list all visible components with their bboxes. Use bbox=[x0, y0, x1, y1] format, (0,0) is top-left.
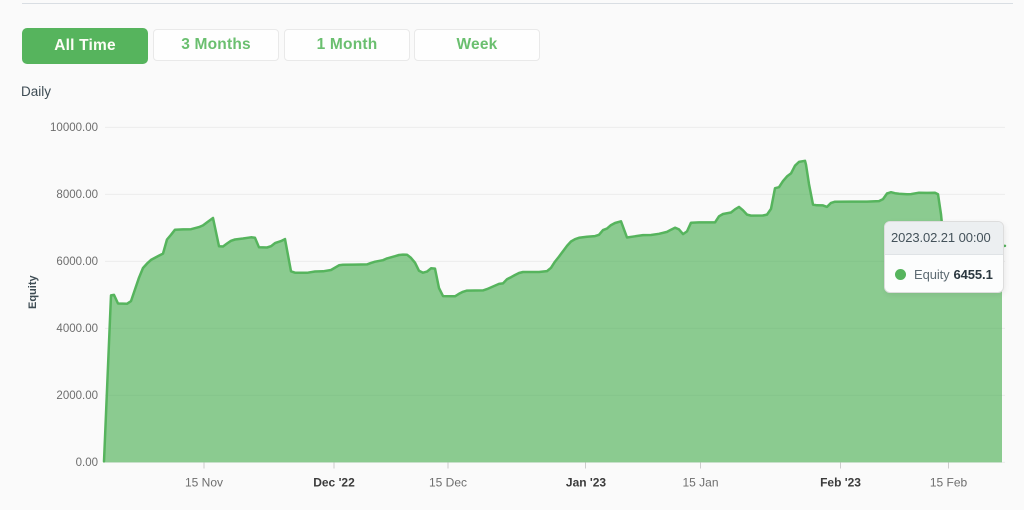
svg-text:15 Dec: 15 Dec bbox=[429, 476, 467, 490]
svg-text:15 Feb: 15 Feb bbox=[930, 476, 968, 490]
svg-text:15 Jan: 15 Jan bbox=[682, 476, 718, 490]
svg-text:Jan '23: Jan '23 bbox=[566, 476, 607, 490]
svg-text:4000.00: 4000.00 bbox=[56, 323, 98, 335]
svg-text:Feb '23: Feb '23 bbox=[820, 476, 861, 490]
svg-text:8000.00: 8000.00 bbox=[56, 189, 98, 201]
svg-text:15 Nov: 15 Nov bbox=[185, 476, 223, 490]
svg-text:Dec '22: Dec '22 bbox=[313, 476, 355, 490]
svg-text:10000.00: 10000.00 bbox=[50, 122, 98, 134]
svg-text:2000.00: 2000.00 bbox=[56, 390, 98, 402]
svg-text:0.00: 0.00 bbox=[76, 457, 98, 469]
svg-text:6000.00: 6000.00 bbox=[56, 256, 98, 268]
